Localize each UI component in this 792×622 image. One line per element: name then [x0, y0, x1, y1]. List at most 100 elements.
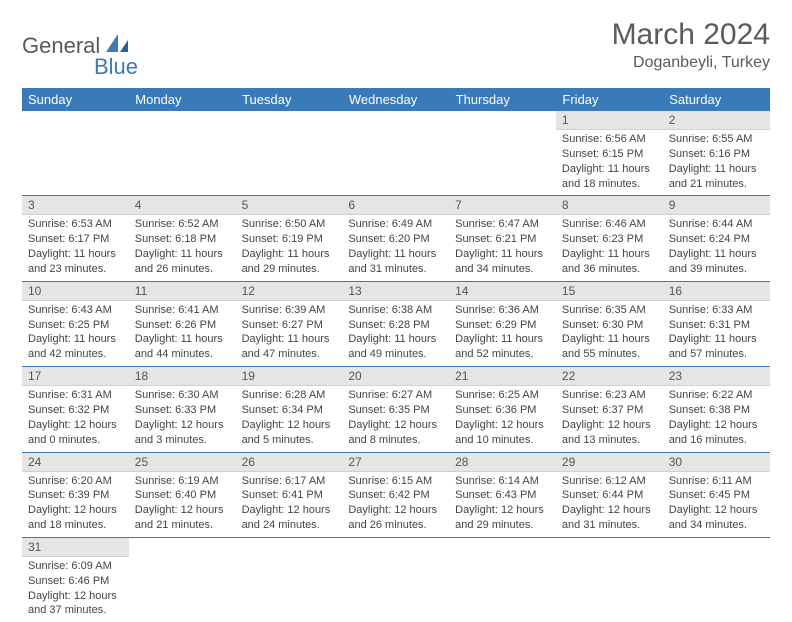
day-number: 9 — [663, 196, 770, 215]
calendar-row: 17Sunrise: 6:31 AMSunset: 6:32 PMDayligh… — [22, 367, 770, 452]
day-details: Sunrise: 6:36 AMSunset: 6:29 PMDaylight:… — [449, 301, 556, 366]
logo: General — [22, 18, 132, 59]
day-details: Sunrise: 6:25 AMSunset: 6:36 PMDaylight:… — [449, 386, 556, 451]
calendar-cell: 24Sunrise: 6:20 AMSunset: 6:39 PMDayligh… — [22, 452, 129, 537]
day-number: 8 — [556, 196, 663, 215]
logo-word-2: Blue — [94, 54, 138, 79]
calendar-cell — [129, 537, 236, 622]
calendar-cell: 25Sunrise: 6:19 AMSunset: 6:40 PMDayligh… — [129, 452, 236, 537]
weekday-header: Wednesday — [342, 88, 449, 111]
calendar-cell: 30Sunrise: 6:11 AMSunset: 6:45 PMDayligh… — [663, 452, 770, 537]
calendar-cell — [22, 111, 129, 196]
calendar-row: 24Sunrise: 6:20 AMSunset: 6:39 PMDayligh… — [22, 452, 770, 537]
day-number: 19 — [236, 367, 343, 386]
day-details: Sunrise: 6:20 AMSunset: 6:39 PMDaylight:… — [22, 472, 129, 537]
day-details: Sunrise: 6:41 AMSunset: 6:26 PMDaylight:… — [129, 301, 236, 366]
day-number: 28 — [449, 453, 556, 472]
day-number: 15 — [556, 282, 663, 301]
calendar-cell: 26Sunrise: 6:17 AMSunset: 6:41 PMDayligh… — [236, 452, 343, 537]
calendar-cell: 20Sunrise: 6:27 AMSunset: 6:35 PMDayligh… — [342, 367, 449, 452]
day-number: 7 — [449, 196, 556, 215]
calendar-cell: 6Sunrise: 6:49 AMSunset: 6:20 PMDaylight… — [342, 196, 449, 281]
calendar-cell: 22Sunrise: 6:23 AMSunset: 6:37 PMDayligh… — [556, 367, 663, 452]
month-title: March 2024 — [612, 18, 770, 52]
day-details: Sunrise: 6:15 AMSunset: 6:42 PMDaylight:… — [342, 472, 449, 537]
day-number: 5 — [236, 196, 343, 215]
calendar-cell: 16Sunrise: 6:33 AMSunset: 6:31 PMDayligh… — [663, 281, 770, 366]
calendar-cell: 2Sunrise: 6:55 AMSunset: 6:16 PMDaylight… — [663, 111, 770, 196]
weekday-header: Thursday — [449, 88, 556, 111]
weekday-header: Saturday — [663, 88, 770, 111]
weekday-header-row: SundayMondayTuesdayWednesdayThursdayFrid… — [22, 88, 770, 111]
day-details: Sunrise: 6:19 AMSunset: 6:40 PMDaylight:… — [129, 472, 236, 537]
day-details: Sunrise: 6:47 AMSunset: 6:21 PMDaylight:… — [449, 215, 556, 280]
day-number: 6 — [342, 196, 449, 215]
calendar-row: 10Sunrise: 6:43 AMSunset: 6:25 PMDayligh… — [22, 281, 770, 366]
day-details: Sunrise: 6:56 AMSunset: 6:15 PMDaylight:… — [556, 130, 663, 195]
day-details: Sunrise: 6:49 AMSunset: 6:20 PMDaylight:… — [342, 215, 449, 280]
day-details: Sunrise: 6:22 AMSunset: 6:38 PMDaylight:… — [663, 386, 770, 451]
day-details: Sunrise: 6:52 AMSunset: 6:18 PMDaylight:… — [129, 215, 236, 280]
day-number: 18 — [129, 367, 236, 386]
calendar-cell: 4Sunrise: 6:52 AMSunset: 6:18 PMDaylight… — [129, 196, 236, 281]
day-number: 16 — [663, 282, 770, 301]
calendar-table: SundayMondayTuesdayWednesdayThursdayFrid… — [22, 88, 770, 622]
calendar-cell: 12Sunrise: 6:39 AMSunset: 6:27 PMDayligh… — [236, 281, 343, 366]
day-number: 24 — [22, 453, 129, 472]
calendar-cell: 28Sunrise: 6:14 AMSunset: 6:43 PMDayligh… — [449, 452, 556, 537]
day-details: Sunrise: 6:28 AMSunset: 6:34 PMDaylight:… — [236, 386, 343, 451]
day-number: 2 — [663, 111, 770, 130]
day-details: Sunrise: 6:38 AMSunset: 6:28 PMDaylight:… — [342, 301, 449, 366]
calendar-cell: 10Sunrise: 6:43 AMSunset: 6:25 PMDayligh… — [22, 281, 129, 366]
calendar-cell: 14Sunrise: 6:36 AMSunset: 6:29 PMDayligh… — [449, 281, 556, 366]
calendar-cell: 15Sunrise: 6:35 AMSunset: 6:30 PMDayligh… — [556, 281, 663, 366]
calendar-body: 1Sunrise: 6:56 AMSunset: 6:15 PMDaylight… — [22, 111, 770, 622]
day-number: 30 — [663, 453, 770, 472]
day-number: 3 — [22, 196, 129, 215]
weekday-header: Tuesday — [236, 88, 343, 111]
day-number: 17 — [22, 367, 129, 386]
calendar-cell: 27Sunrise: 6:15 AMSunset: 6:42 PMDayligh… — [342, 452, 449, 537]
calendar-cell — [129, 111, 236, 196]
location: Doganbeyli, Turkey — [612, 54, 770, 72]
weekday-header: Monday — [129, 88, 236, 111]
calendar-cell — [449, 537, 556, 622]
day-number: 23 — [663, 367, 770, 386]
day-number: 4 — [129, 196, 236, 215]
day-number: 31 — [22, 538, 129, 557]
calendar-cell — [663, 537, 770, 622]
calendar-cell — [236, 111, 343, 196]
day-number: 14 — [449, 282, 556, 301]
day-details: Sunrise: 6:50 AMSunset: 6:19 PMDaylight:… — [236, 215, 343, 280]
day-details: Sunrise: 6:14 AMSunset: 6:43 PMDaylight:… — [449, 472, 556, 537]
calendar-row: 31Sunrise: 6:09 AMSunset: 6:46 PMDayligh… — [22, 537, 770, 622]
calendar-cell: 21Sunrise: 6:25 AMSunset: 6:36 PMDayligh… — [449, 367, 556, 452]
calendar-cell: 7Sunrise: 6:47 AMSunset: 6:21 PMDaylight… — [449, 196, 556, 281]
title-block: March 2024 Doganbeyli, Turkey — [612, 18, 770, 72]
day-details: Sunrise: 6:17 AMSunset: 6:41 PMDaylight:… — [236, 472, 343, 537]
day-details: Sunrise: 6:09 AMSunset: 6:46 PMDaylight:… — [22, 557, 129, 622]
day-details: Sunrise: 6:23 AMSunset: 6:37 PMDaylight:… — [556, 386, 663, 451]
calendar-cell: 17Sunrise: 6:31 AMSunset: 6:32 PMDayligh… — [22, 367, 129, 452]
logo-word-1: General — [22, 33, 100, 59]
day-details: Sunrise: 6:39 AMSunset: 6:27 PMDaylight:… — [236, 301, 343, 366]
calendar-cell — [342, 111, 449, 196]
day-details: Sunrise: 6:55 AMSunset: 6:16 PMDaylight:… — [663, 130, 770, 195]
calendar-cell — [556, 537, 663, 622]
calendar-cell — [236, 537, 343, 622]
calendar-cell: 11Sunrise: 6:41 AMSunset: 6:26 PMDayligh… — [129, 281, 236, 366]
day-details: Sunrise: 6:33 AMSunset: 6:31 PMDaylight:… — [663, 301, 770, 366]
calendar-cell: 5Sunrise: 6:50 AMSunset: 6:19 PMDaylight… — [236, 196, 343, 281]
day-details: Sunrise: 6:35 AMSunset: 6:30 PMDaylight:… — [556, 301, 663, 366]
day-number: 12 — [236, 282, 343, 301]
calendar-cell — [342, 537, 449, 622]
day-number: 27 — [342, 453, 449, 472]
day-number: 10 — [22, 282, 129, 301]
day-number: 13 — [342, 282, 449, 301]
calendar-cell — [449, 111, 556, 196]
weekday-header: Friday — [556, 88, 663, 111]
day-details: Sunrise: 6:44 AMSunset: 6:24 PMDaylight:… — [663, 215, 770, 280]
day-details: Sunrise: 6:43 AMSunset: 6:25 PMDaylight:… — [22, 301, 129, 366]
weekday-header: Sunday — [22, 88, 129, 111]
calendar-cell: 3Sunrise: 6:53 AMSunset: 6:17 PMDaylight… — [22, 196, 129, 281]
